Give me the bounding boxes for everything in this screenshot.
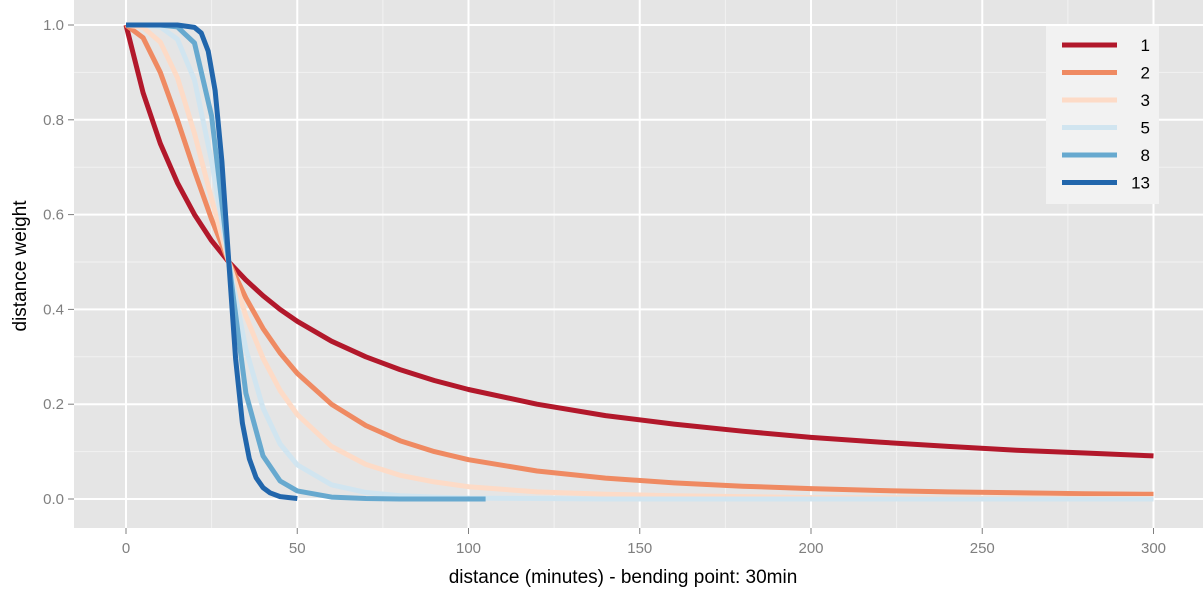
legend-label-5: 5	[1141, 119, 1150, 138]
x-tick-label: 300	[1141, 540, 1166, 557]
series-line-1	[123, 24, 1154, 459]
y-tick-label: 0.4	[43, 301, 64, 318]
legend-item-5: 5	[1062, 119, 1150, 138]
legend-label-1: 1	[1141, 36, 1150, 55]
x-tick-label: 200	[798, 540, 823, 557]
series-line-5	[126, 22, 1154, 502]
legend-item-8: 8	[1062, 146, 1150, 165]
x-tick-label: 50	[289, 540, 306, 557]
y-axis-ticks: 0.0 0.2 0.4 0.6 0.8 1.0	[43, 17, 74, 508]
legend-item-1: 1	[1062, 36, 1150, 55]
series-line-2	[124, 22, 1154, 497]
y-tick-label: 0.6	[43, 207, 64, 224]
legend-box	[1046, 26, 1159, 204]
x-axis-title: distance (minutes) - bending point: 30mi…	[449, 567, 798, 588]
series-lines	[123, 22, 1154, 502]
x-tick-label: 250	[970, 540, 995, 557]
legend-label-2: 2	[1141, 64, 1150, 83]
legend: 1 2 3 5 8 13	[1046, 26, 1159, 204]
y-tick-label: 0.2	[43, 396, 64, 413]
y-tick-label: 0.0	[43, 491, 64, 508]
legend-item-3: 3	[1062, 91, 1150, 110]
plot-panel	[74, 0, 1203, 528]
y-axis-title: distance weight	[10, 200, 31, 332]
series-line-13	[126, 22, 298, 501]
x-tick-label: 150	[627, 540, 652, 557]
y-tick-label: 0.8	[43, 112, 64, 129]
grid	[74, 0, 1203, 528]
legend-item-13: 13	[1062, 174, 1150, 193]
legend-label-13: 13	[1131, 174, 1150, 193]
x-tick-label: 100	[456, 540, 481, 557]
y-tick-label: 1.0	[43, 17, 64, 34]
legend-item-2: 2	[1062, 64, 1150, 83]
x-tick-label: 0	[122, 540, 130, 557]
legend-label-3: 3	[1141, 91, 1150, 110]
x-axis-ticks: 0 50 100 150 200 250 300	[122, 528, 1166, 557]
legend-label-8: 8	[1141, 146, 1150, 165]
